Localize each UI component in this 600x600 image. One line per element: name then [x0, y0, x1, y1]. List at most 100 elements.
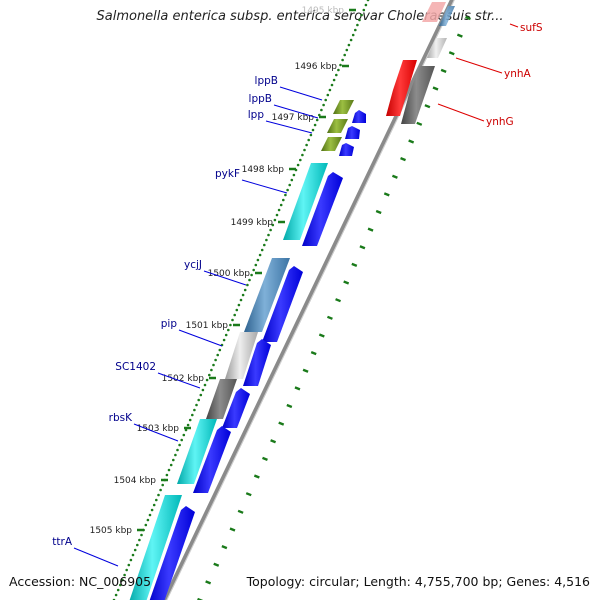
tick-ruler-left: 1495 kbp 1496 kbp 1497 kbp 1498 kbp 1499 kbp… — [90, 0, 370, 600]
gene-arrow-pykF[interactable] — [283, 163, 328, 240]
gene-label-pip[interactable]: pip — [161, 318, 178, 330]
gene-arrow-sufS[interactable] — [422, 2, 446, 22]
gene-arrow-blue-9[interactable] — [148, 506, 195, 600]
ruler-dot — [203, 383, 207, 387]
ruler-dash — [270, 439, 277, 444]
ruler-dot — [326, 93, 330, 97]
ruler-dot — [254, 263, 258, 267]
ruler-dot — [191, 413, 194, 417]
gene-arrow-lppB-2[interactable] — [327, 119, 348, 133]
ruler-dot — [216, 353, 219, 357]
gene-arrow-blue-8[interactable] — [193, 426, 231, 493]
tick-label: 1499 kbp — [231, 218, 274, 228]
ruler-dash — [205, 580, 212, 585]
gene-arrow-blue-4[interactable] — [302, 172, 343, 246]
ruler-dot — [172, 458, 175, 462]
ruler-dash — [416, 121, 423, 126]
genome-backbone — [162, 0, 455, 600]
topology-text: Topology: circular; Length: 4,755,700 bp… — [246, 574, 590, 589]
gene-leader-line — [273, 104, 319, 119]
gene-arrow-ynhG[interactable] — [401, 66, 435, 124]
ruler-dot — [286, 188, 289, 192]
ruler-dot — [301, 153, 304, 157]
gene-arrow-lppB-1[interactable] — [333, 100, 354, 114]
ruler-dot — [299, 158, 302, 162]
gene-arrow-blue-3[interactable] — [339, 143, 354, 156]
gene-label-ynhG[interactable]: ynhG — [486, 116, 514, 128]
ruler-dot — [186, 423, 190, 427]
gene-arrow-blue-2[interactable] — [345, 126, 360, 139]
ruler-dot — [121, 578, 124, 582]
ruler-dot — [307, 138, 311, 142]
ruler-dash — [351, 262, 358, 268]
ruler-dot — [339, 63, 342, 67]
tick-label: 1501 kbp — [186, 321, 229, 331]
ruler-dot — [324, 98, 328, 102]
gene-leader-line — [265, 120, 313, 134]
gene-leader-line — [455, 57, 503, 74]
gene-label-lppB[interactable]: lppB — [249, 93, 272, 105]
genome-title: Salmonella enterica subsp. enterica sero… — [96, 9, 504, 24]
tick-label: 1496 kbp — [295, 62, 338, 72]
tick-ruler-right — [197, 15, 471, 600]
ruler-dot — [356, 23, 359, 27]
gene-arrow-top-silver[interactable] — [427, 38, 447, 58]
ruler-dot — [322, 103, 325, 107]
ruler-dot — [136, 543, 139, 547]
ruler-dot — [345, 48, 349, 52]
gene-arrow-rbsK[interactable] — [177, 419, 217, 484]
gene-arrow-SC1402[interactable] — [206, 379, 237, 419]
ruler-dot — [351, 33, 355, 37]
ruler-dot — [195, 403, 198, 407]
ruler-dash — [253, 474, 260, 479]
ruler-dot — [146, 518, 150, 522]
gene-arrow-blue-5[interactable] — [262, 266, 303, 342]
gene-label-SC1402[interactable]: SC1402 — [115, 361, 156, 373]
gene-arrow-ttrA[interactable] — [128, 495, 182, 600]
gene-leader-line — [73, 547, 119, 567]
ruler-dot — [138, 538, 141, 542]
gene-arrow-lpp[interactable] — [321, 137, 342, 151]
ruler-dot — [258, 253, 262, 257]
ruler-dot — [330, 83, 334, 87]
ruler-dot — [140, 533, 143, 537]
gene-arrow-ynhA[interactable] — [386, 60, 417, 116]
ruler-dot — [277, 208, 281, 212]
ruler-dot — [178, 443, 181, 447]
gene-arrow-pip[interactable] — [225, 332, 258, 379]
ruler-dot — [243, 288, 247, 292]
ruler-dash — [286, 403, 293, 409]
gene-arrow-blue-7[interactable] — [222, 388, 250, 428]
ruler-dot — [214, 358, 217, 362]
ruler-dot — [169, 463, 173, 467]
ruler-dot — [362, 8, 366, 12]
ruler-dot — [229, 323, 232, 327]
ruler-dash — [375, 209, 382, 215]
ruler-dot — [161, 483, 164, 487]
ruler-dot — [347, 43, 351, 47]
ruler-dot — [248, 278, 251, 282]
gene-arrow-top-steel[interactable] — [439, 6, 455, 26]
ruler-dot — [269, 228, 272, 232]
ruler-dash — [367, 227, 374, 232]
ruler-dot — [188, 418, 192, 422]
ruler-dot — [315, 118, 319, 122]
gene-label-lpp[interactable]: lpp — [248, 109, 265, 121]
gene-label-pykF[interactable]: pykF — [215, 168, 240, 180]
gene-label-rbsK[interactable]: rbsK — [109, 412, 133, 424]
ruler-dot — [116, 588, 120, 592]
gene-arrow-blue-1[interactable] — [352, 110, 366, 123]
ruler-dot — [165, 473, 169, 477]
ruler-dot — [152, 503, 156, 507]
tick-label: 1503 kbp — [137, 424, 180, 434]
gene-label-ynhA[interactable]: ynhA — [504, 68, 532, 80]
gene-arrow-ycjJ[interactable] — [244, 258, 290, 332]
gene-label-lppB[interactable]: lppB — [255, 75, 278, 87]
genes-right-strand — [386, 60, 435, 124]
gene-label-ttrA[interactable]: ttrA — [52, 536, 73, 548]
gene-arrow-blue-6[interactable] — [243, 339, 271, 386]
gene-label-ycjJ[interactable]: ycjJ — [184, 259, 202, 271]
ruler-dash — [326, 315, 333, 320]
gene-label-sufS[interactable]: sufS — [520, 22, 543, 34]
